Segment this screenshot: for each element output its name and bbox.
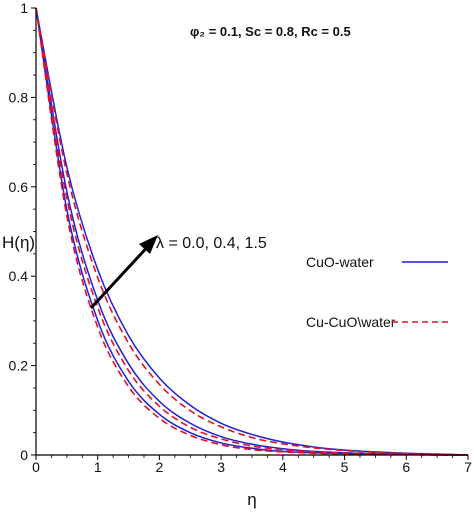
- x-axis-title: η: [247, 490, 256, 509]
- x-tick-label: 7: [464, 459, 472, 475]
- y-axis-ticks: 0 0.2 0.4 0.6 0.8 1: [9, 0, 36, 463]
- y-tick-label: 1: [20, 0, 28, 16]
- x-tick-label: 2: [156, 459, 164, 475]
- legend: CuO-water Cu-CuO\water: [306, 254, 448, 330]
- x-tick-label: 0: [32, 459, 40, 475]
- legend-label-cuo-water: CuO-water: [306, 254, 374, 270]
- y-tick-label: 0.8: [9, 89, 29, 105]
- parameters-label: φ₂ = 0.1, Sc = 0.8, Rc = 0.5: [190, 24, 351, 39]
- series-lines: [35, 7, 469, 456]
- y-tick-label: 0.2: [9, 358, 29, 374]
- x-tick-label: 4: [279, 459, 287, 475]
- series-line-cu-cuo-water-2: [35, 7, 469, 456]
- lambda-annotation: λ = 0.0, 0.4, 1.5: [156, 235, 267, 252]
- series-line-cu-cuo-water-3: [35, 7, 469, 456]
- x-tick-label: 5: [341, 459, 349, 475]
- y-tick-label: 0.4: [9, 268, 29, 284]
- legend-label-cu-cuo-water: Cu-CuO\water: [306, 314, 396, 330]
- x-tick-label: 1: [94, 459, 102, 475]
- y-tick-label: 0.6: [9, 179, 29, 195]
- x-axis-ticks: 0 1 2 3 4 5 6 7: [32, 455, 472, 475]
- x-tick-label: 3: [217, 459, 225, 475]
- x-tick-label: 6: [402, 459, 410, 475]
- y-axis-title: H(η): [2, 233, 35, 252]
- lambda-arrow: [89, 235, 158, 310]
- y-tick-label: 0: [20, 447, 28, 463]
